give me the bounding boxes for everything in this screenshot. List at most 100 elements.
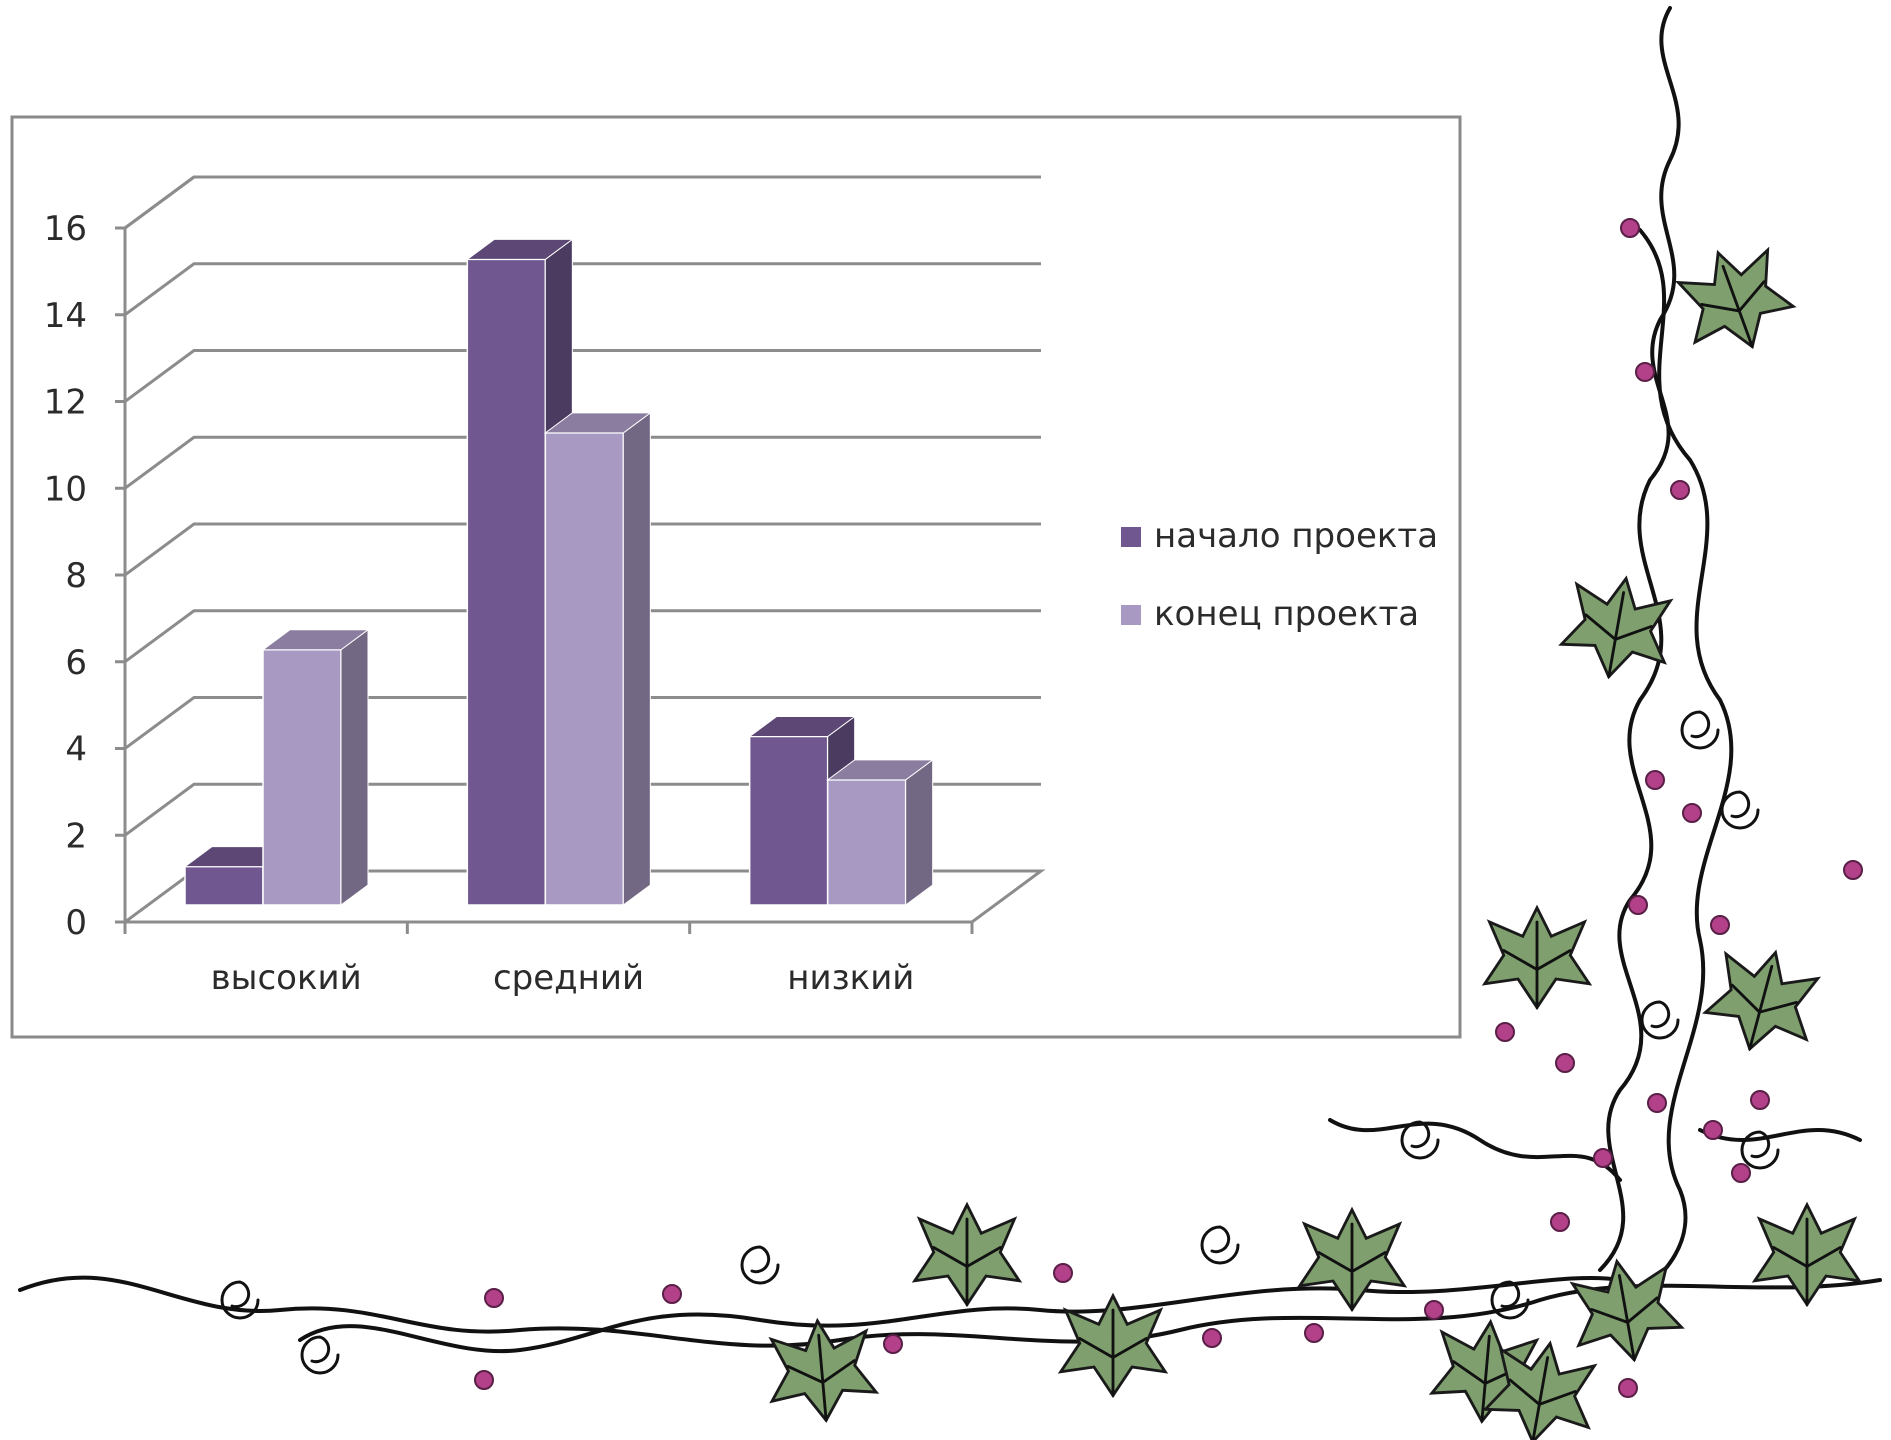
y-tick-label: 14 [44, 296, 87, 336]
bar-front [184, 865, 264, 906]
grape-berry [1202, 1328, 1222, 1348]
x-category-label: средний [493, 958, 644, 998]
vine-stem [1698, 1128, 1862, 1142]
vine-stem [1328, 1118, 1622, 1182]
bar-front [466, 258, 547, 906]
bar-front [262, 649, 342, 906]
leaf-icon [1674, 246, 1797, 350]
y-tick-label: 6 [65, 643, 87, 683]
legend-label: начало проекта [1154, 516, 1438, 556]
grape-berry [1555, 1053, 1575, 1073]
leaf-icon [1482, 1340, 1598, 1440]
grape-berry [1670, 480, 1690, 500]
gridline [124, 522, 1041, 577]
leaf-icon [1702, 949, 1822, 1052]
y-tick-label: 0 [65, 903, 87, 943]
bar-top [465, 238, 574, 260]
y-tick-label: 2 [65, 816, 87, 856]
tendril-spiral [300, 1335, 340, 1375]
leaf-vein [1584, 591, 1653, 679]
leaf-shape [1558, 575, 1674, 680]
tendril-spiral [220, 1280, 260, 1320]
gridline [124, 435, 1041, 490]
tendril-spiral [1400, 1120, 1440, 1160]
grape-berry [484, 1288, 504, 1308]
leaf-icon [1751, 1201, 1863, 1308]
gridline [124, 696, 1041, 750]
leaf-icon [768, 1317, 880, 1423]
bar [261, 628, 370, 906]
bar [543, 411, 652, 906]
grape-berry [883, 1334, 903, 1354]
grape-vine-decoration [18, 6, 1882, 1440]
grape-berry [1424, 1300, 1444, 1320]
plot-area: 0 2 4 6 8 10 12 14 16 высокий средний низкий [44, 175, 1046, 998]
bar-top [543, 412, 652, 434]
x-category-label: низкий [787, 958, 914, 998]
bar-front [544, 432, 625, 906]
leaf-vein [1508, 1356, 1577, 1440]
leaf-icon [1558, 575, 1674, 680]
grape-berry [474, 1370, 494, 1390]
legend-swatch [1121, 527, 1141, 547]
leaf-vein [786, 1333, 856, 1422]
vine-stem [298, 1276, 1622, 1354]
y-tick-label: 16 [44, 209, 87, 249]
bar-top [826, 759, 935, 781]
grape-berry [1628, 895, 1648, 915]
bar [826, 758, 935, 906]
gridline [124, 609, 1041, 663]
grape-berry [1731, 1163, 1751, 1183]
tendril-spiral [1680, 710, 1720, 750]
grape-berry [1647, 1093, 1667, 1113]
y-tick-label: 4 [65, 730, 87, 770]
gridline [124, 262, 1041, 316]
leaf-vein [1772, 1217, 1842, 1306]
leaf-icon [1057, 1292, 1169, 1399]
leaf-icon [1569, 1258, 1685, 1363]
grape-berry [1053, 1263, 1073, 1283]
tendril-spiral [1740, 1130, 1780, 1170]
grape-berry [1620, 218, 1640, 238]
leaf-vein [1502, 920, 1572, 1009]
leaf-vein [1078, 1308, 1148, 1397]
grape-berry [1304, 1323, 1324, 1343]
leaf-icon [1296, 1206, 1408, 1313]
gridline [124, 349, 1041, 403]
y-tick-label: 8 [65, 556, 87, 596]
y-tick-label: 12 [44, 383, 87, 423]
grape-berry [1682, 803, 1702, 823]
leaf-icon [1481, 904, 1593, 1011]
leaf-shape [768, 1317, 880, 1423]
bar-front [826, 779, 907, 906]
leaf-vein [1730, 964, 1799, 1051]
legend: начало проекта конец проекта [1121, 516, 1438, 634]
bar-top [261, 629, 370, 651]
leaf-icon [911, 1201, 1023, 1308]
leaf-vein [932, 1217, 1002, 1306]
grape-berry [1618, 1378, 1638, 1398]
tendril-spiral [1720, 790, 1760, 830]
y-axis-back [124, 175, 195, 230]
grape-berry [1593, 1148, 1613, 1168]
tendril-spiral [1640, 1000, 1680, 1040]
grape-berry [1495, 1022, 1515, 1042]
grape-berry [1710, 915, 1730, 935]
leaf-vein [1317, 1222, 1387, 1311]
bar-side [905, 758, 934, 906]
grape-berry [1703, 1120, 1723, 1140]
grape-berry [662, 1284, 682, 1304]
tendril-spiral [740, 1245, 780, 1285]
legend-swatch [1121, 605, 1141, 625]
grape-berry [1635, 362, 1655, 382]
bar-side [340, 628, 369, 906]
tendril-spiral [1490, 1280, 1530, 1320]
bar-top [748, 716, 857, 737]
vine-stem [1638, 228, 1734, 1292]
grape-berry [1750, 1090, 1770, 1110]
grape-berry [1645, 770, 1665, 790]
leaf-vein [1590, 1274, 1659, 1362]
grape-berry [1550, 1212, 1570, 1232]
leaf-shape [1569, 1258, 1685, 1363]
